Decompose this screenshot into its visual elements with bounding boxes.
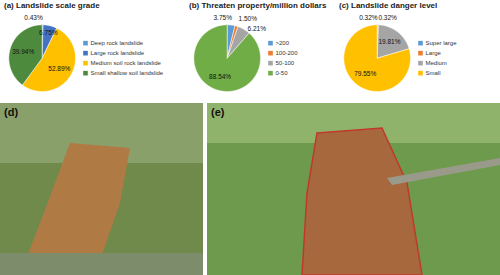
svg-text:Large: Large bbox=[426, 50, 442, 56]
svg-text:0-50: 0-50 bbox=[276, 70, 289, 76]
html-text:(c) Landslide danger level: (c) Landslide danger level bbox=[339, 1, 438, 10]
svg-text:100-200: 100-200 bbox=[276, 50, 299, 56]
svg-text:79.55%: 79.55% bbox=[354, 70, 376, 77]
svg-text:88.54%: 88.54% bbox=[209, 73, 231, 80]
svg-text:0.43%: 0.43% bbox=[24, 14, 43, 21]
svg-text:Small shallow soil landslide: Small shallow soil landslide bbox=[91, 70, 164, 76]
svg-text:Deep rock landslide: Deep rock landslide bbox=[91, 40, 144, 46]
svg-text:39.94%: 39.94% bbox=[12, 48, 34, 55]
svg-text:Medium: Medium bbox=[426, 60, 447, 66]
svg-text:(e): (e) bbox=[211, 106, 225, 118]
svg-text:0.32%: 0.32% bbox=[378, 14, 397, 21]
svg-text:Super large: Super large bbox=[426, 40, 458, 46]
svg-text:6.75%: 6.75% bbox=[39, 29, 58, 36]
svg-text:6.21%: 6.21% bbox=[248, 25, 267, 32]
svg-text:>200: >200 bbox=[276, 40, 290, 46]
svg-text:52.89%: 52.89% bbox=[48, 65, 70, 72]
svg-text:3.75%: 3.75% bbox=[214, 14, 233, 21]
svg-text:19.81%: 19.81% bbox=[378, 38, 400, 45]
svg-text:50-100: 50-100 bbox=[276, 60, 295, 66]
svg-text:Small: Small bbox=[426, 70, 441, 76]
svg-text:Large rock landslide: Large rock landslide bbox=[91, 50, 145, 56]
svg-text:1.50%: 1.50% bbox=[239, 15, 258, 22]
html-text:(b) Threaten property/million: (b) Threaten property/million dollars bbox=[189, 1, 327, 10]
svg-text:Medium soil rock landslide: Medium soil rock landslide bbox=[91, 60, 162, 66]
svg-text:(d): (d) bbox=[4, 106, 18, 118]
svg-text:0.32%: 0.32% bbox=[359, 14, 378, 21]
html-text:(a) Landslide scale grade: (a) Landslide scale grade bbox=[4, 1, 100, 10]
